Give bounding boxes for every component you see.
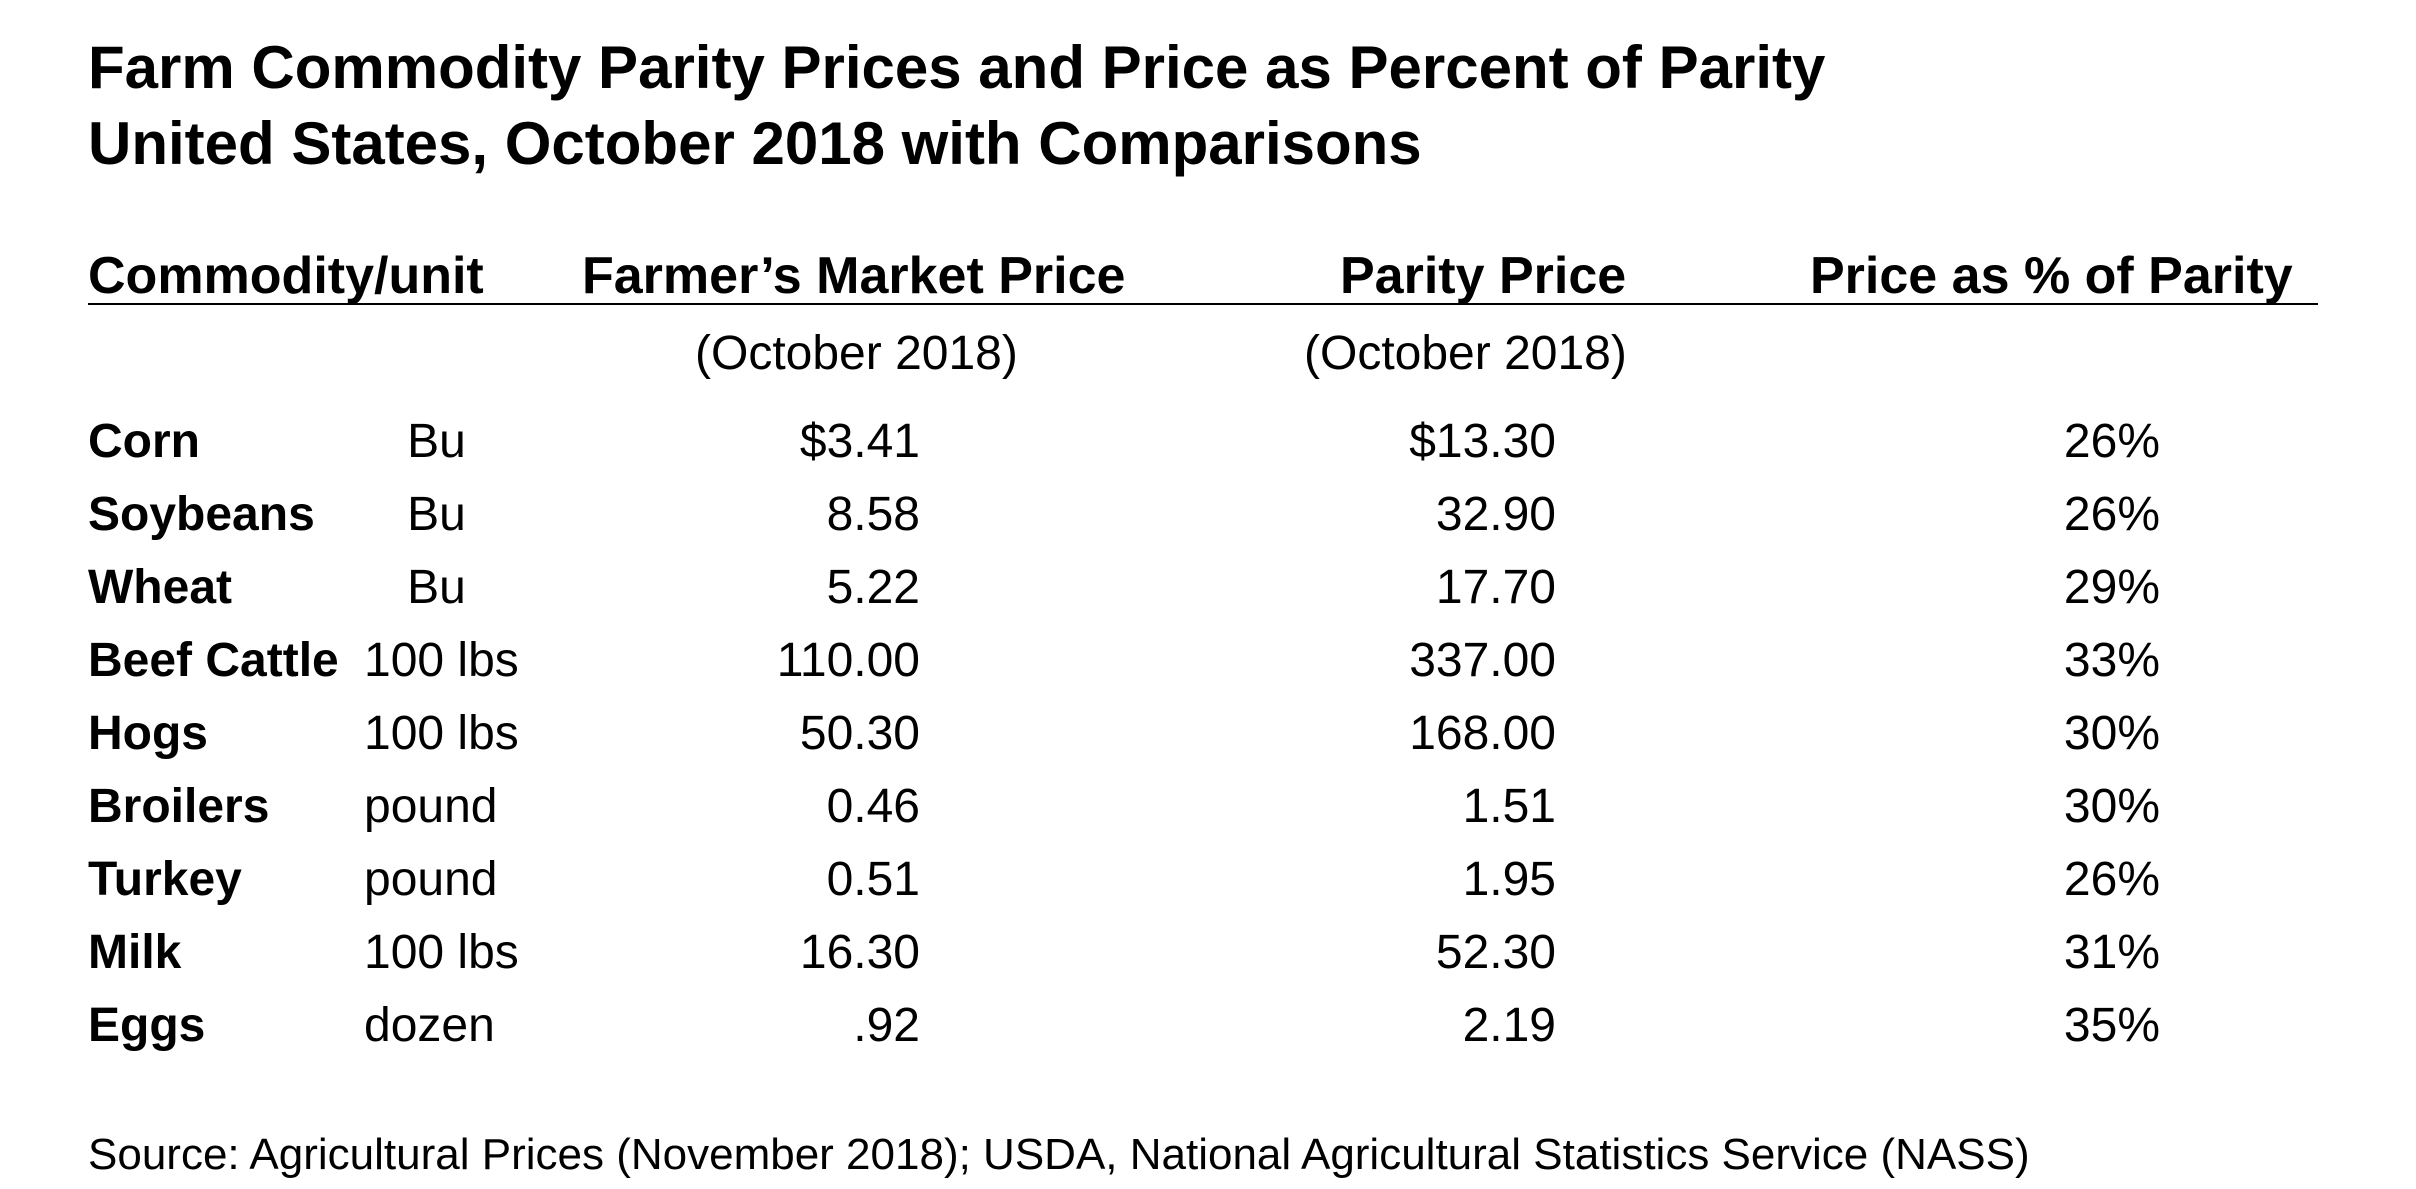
commodity-unit: pound: [364, 780, 498, 833]
percent-of-parity: 35%: [2063, 999, 2160, 1052]
percent-of-parity: 29%: [2063, 561, 2160, 614]
commodity-unit: Bu: [407, 561, 466, 614]
market-price: 0.46: [826, 780, 920, 833]
market-price: .92: [853, 999, 920, 1052]
parity-price: 32.90: [1435, 488, 1556, 541]
header-divider: [88, 303, 2318, 305]
parity-price: 1.51: [1462, 780, 1556, 833]
table-row: Turkey pound 0.51 1.95 26%: [0, 848, 2416, 921]
table-row: Hogs 100 lbs 50.30 168.00 30%: [0, 702, 2416, 775]
commodity-name: Turkey: [88, 853, 242, 906]
column-header-percent-of-parity: Price as % of Parity: [1810, 247, 2293, 305]
commodity-unit: Bu: [407, 415, 466, 468]
column-header-parity-price: Parity Price: [1340, 247, 1627, 305]
commodity-name: Soybeans: [88, 488, 315, 541]
table-body: Corn Bu $3.41 $13.30 26% Soybeans Bu 8.5…: [0, 410, 2416, 1067]
commodity-name: Milk: [88, 926, 182, 979]
market-price: 0.51: [826, 853, 920, 906]
percent-of-parity: 26%: [2063, 853, 2160, 906]
commodity-name: Beef Cattle: [88, 634, 339, 687]
table-row: Wheat Bu 5.22 17.70 29%: [0, 556, 2416, 629]
parity-price: $13.30: [1409, 415, 1556, 468]
title-line-2: United States, October 2018 with Compari…: [88, 110, 1422, 177]
subheader-market-price-date: (October 2018): [695, 327, 1018, 380]
table-row: Broilers pound 0.46 1.51 30%: [0, 775, 2416, 848]
commodity-name: Hogs: [88, 707, 208, 760]
parity-price: 1.95: [1462, 853, 1556, 906]
parity-price: 168.00: [1409, 707, 1556, 760]
table-row: Soybeans Bu 8.58 32.90 26%: [0, 483, 2416, 556]
percent-of-parity: 30%: [2063, 707, 2160, 760]
column-header-commodity: Commodity/unit: [88, 247, 484, 305]
market-price: 50.30: [799, 707, 920, 760]
commodity-unit: 100 lbs: [364, 926, 519, 979]
commodity-name: Wheat: [88, 561, 232, 614]
commodity-unit: Bu: [407, 488, 466, 541]
column-header-market-price: Farmer’s Market Price: [582, 247, 1126, 305]
market-price: 5.22: [826, 561, 920, 614]
commodity-unit: dozen: [364, 999, 495, 1052]
subheader-parity-price-date: (October 2018): [1304, 327, 1627, 380]
table-row: Eggs dozen .92 2.19 35%: [0, 994, 2416, 1067]
commodity-name: Corn: [88, 415, 200, 468]
parity-price: 337.00: [1409, 634, 1556, 687]
table-row: Beef Cattle 100 lbs 110.00 337.00 33%: [0, 629, 2416, 702]
title-line-1: Farm Commodity Parity Prices and Price a…: [88, 34, 1826, 101]
percent-of-parity: 31%: [2063, 926, 2160, 979]
table-row: Milk 100 lbs 16.30 52.30 31%: [0, 921, 2416, 994]
percent-of-parity: 33%: [2063, 634, 2160, 687]
market-price: 16.30: [799, 926, 920, 979]
market-price: 8.58: [826, 488, 920, 541]
percent-of-parity: 26%: [2063, 415, 2160, 468]
commodity-name: Eggs: [88, 999, 206, 1052]
commodity-name: Broilers: [88, 780, 270, 833]
parity-price: 17.70: [1435, 561, 1556, 614]
percent-of-parity: 30%: [2063, 780, 2160, 833]
percent-of-parity: 26%: [2063, 488, 2160, 541]
commodity-unit: 100 lbs: [364, 634, 519, 687]
market-price: 110.00: [776, 634, 920, 687]
source-note: Source: Agricultural Prices (November 20…: [88, 1130, 2030, 1179]
market-price: $3.41: [799, 415, 920, 468]
page-title: Farm Commodity Parity Prices and Price a…: [88, 30, 1825, 182]
commodity-unit: pound: [364, 853, 498, 906]
table-row: Corn Bu $3.41 $13.30 26%: [0, 410, 2416, 483]
commodity-unit: 100 lbs: [364, 707, 519, 760]
parity-price: 52.30: [1435, 926, 1556, 979]
parity-price: 2.19: [1462, 999, 1556, 1052]
